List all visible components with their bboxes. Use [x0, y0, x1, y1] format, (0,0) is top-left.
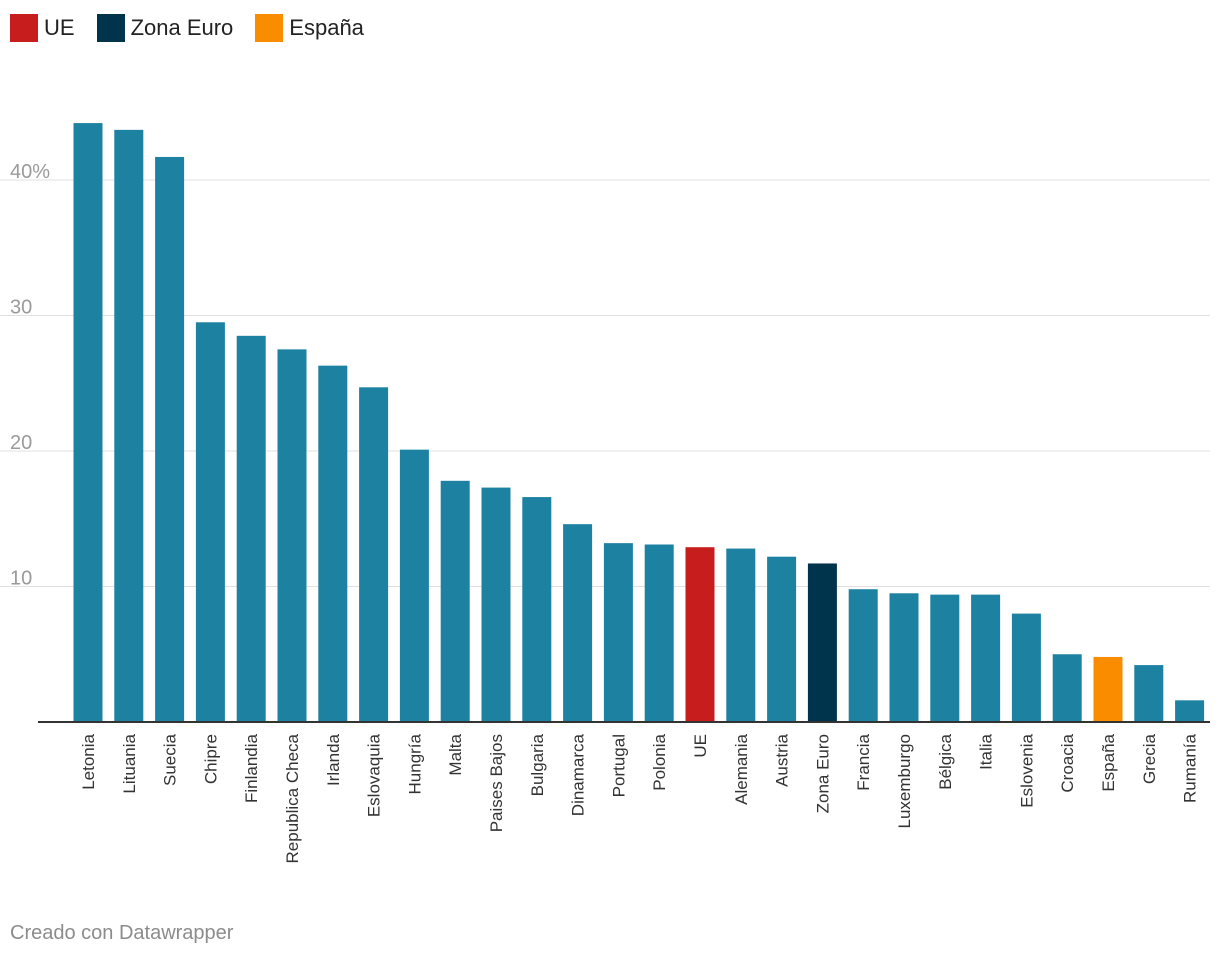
bar-finlandia — [236, 335, 266, 722]
bar-rumania — [1175, 700, 1205, 722]
x-tick-label-hungria: Hungría — [405, 733, 424, 794]
legend-label-ue: UE — [44, 15, 75, 40]
x-tick-label-republica-checa: Republica Checa — [283, 733, 302, 863]
bar-republica-checa — [277, 349, 307, 722]
bar-letonia — [73, 123, 103, 723]
bar-eslovenia — [1011, 613, 1041, 722]
x-tick-label-paises-bajos: Paises Bajos — [487, 734, 506, 832]
bar-francia — [848, 589, 878, 722]
legend-label-zona-euro: Zona Euro — [130, 15, 234, 40]
legend-swatch-espana — [255, 14, 284, 42]
bar-grecia — [1134, 665, 1164, 722]
bar-espana — [1093, 656, 1123, 722]
bar-croacia — [1052, 654, 1082, 722]
bar-suecia — [155, 156, 185, 723]
bar-dinamarca — [563, 524, 593, 722]
bar-alemania — [726, 548, 756, 722]
x-tick-label-zona-euro: Zona Euro — [813, 734, 832, 813]
x-tick-label-luxemburgo: Luxemburgo — [895, 734, 914, 829]
x-tick-label-francia: Francia — [854, 733, 873, 790]
bar-chart: 10 20 30 40% Letonia Lituania Suecia Chipre Finl… — [0, 123, 1210, 863]
bar-italia — [971, 594, 1001, 722]
bar-lituania — [114, 129, 144, 723]
bar-eslovaquia — [359, 387, 389, 722]
bar-polonia — [644, 544, 674, 722]
bar-hungria — [399, 449, 429, 722]
x-tick-label-rumania: Rumanía — [1181, 733, 1200, 803]
x-tick-label-belgica: Bélgica — [936, 733, 955, 789]
y-tick-label-40: 40% — [10, 161, 50, 183]
x-tick-label-bulgaria: Bulgaria — [528, 733, 547, 796]
bar-paises-bajos — [481, 487, 511, 722]
x-tick-label-portugal: Portugal — [609, 734, 628, 797]
x-tick-label-suecia: Suecia — [161, 733, 180, 786]
bar-bulgaria — [522, 497, 552, 722]
x-tick-label-letonia: Letonia — [79, 733, 98, 789]
y-tick-label-20: 20 — [10, 432, 32, 454]
x-tick-label-lituania: Lituania — [120, 733, 139, 793]
bar-austria — [767, 556, 797, 722]
legend-swatch-zona-euro — [96, 14, 125, 42]
x-tick-label-irlanda: Irlanda — [324, 733, 343, 786]
bar-luxemburgo — [889, 593, 919, 722]
x-tick-label-alemania: Alemania — [732, 733, 751, 804]
x-tick-label-finlandia: Finlandia — [242, 733, 261, 803]
legend-item-espana: España — [255, 14, 364, 42]
legend-item-ue: UE — [10, 14, 75, 42]
x-tick-label-polonia: Polonia — [650, 733, 669, 790]
bar-portugal — [603, 543, 633, 722]
x-tick-label-ue: UE — [691, 734, 710, 758]
bar-irlanda — [318, 365, 348, 722]
bar-belgica — [930, 594, 960, 722]
chart-legend: UE Zona Euro España — [10, 14, 364, 42]
legend-swatch-ue — [10, 14, 38, 42]
legend-label-espana: España — [289, 15, 364, 40]
x-tick-label-eslovaquia: Eslovaquia — [365, 733, 384, 817]
x-tick-label-croacia: Croacia — [1058, 733, 1077, 792]
x-tick-label-italia: Italia — [977, 733, 996, 769]
x-tick-label-malta: Malta — [446, 733, 465, 775]
x-tick-label-dinamarca: Dinamarca — [569, 733, 588, 816]
x-tick-label-grecia: Grecia — [1140, 733, 1159, 784]
legend-item-zona-euro: Zona Euro — [96, 14, 234, 42]
bar-chipre — [195, 322, 225, 722]
bar-zona-euro — [807, 563, 837, 722]
x-tick-label-austria: Austria — [773, 733, 792, 786]
datawrapper-credit: Creado con Datawrapper — [10, 922, 234, 944]
x-tick-label-espana: España — [1099, 733, 1118, 791]
x-tick-label-eslovenia: Eslovenia — [1017, 733, 1036, 807]
bar-malta — [440, 480, 470, 722]
x-tick-label-chipre: Chipre — [201, 734, 220, 784]
y-tick-label-30: 30 — [10, 297, 32, 319]
y-tick-label-10: 10 — [10, 568, 32, 590]
bar-ue — [685, 547, 715, 722]
